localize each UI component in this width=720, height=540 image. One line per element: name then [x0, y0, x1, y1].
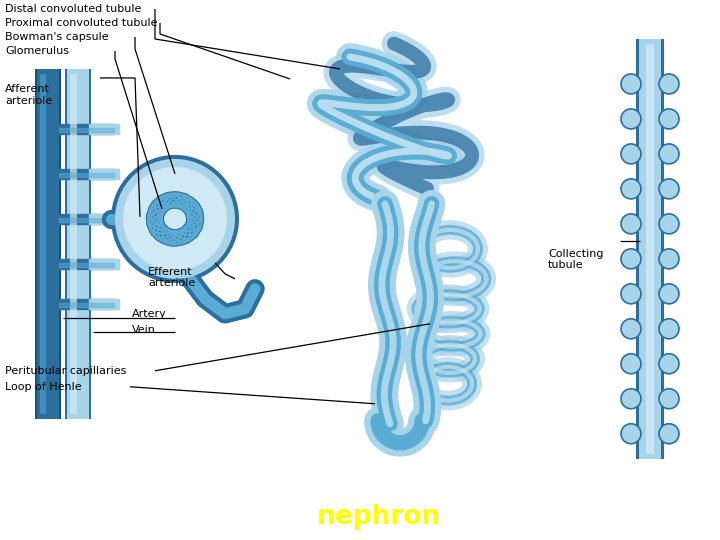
Text: Glomerulus: Glomerulus: [5, 46, 69, 56]
Circle shape: [659, 109, 679, 129]
Circle shape: [621, 74, 641, 94]
Bar: [59, 169, 114, 179]
Bar: [89, 299, 119, 309]
Text: Representation of a: Representation of a: [13, 504, 318, 530]
Bar: [639, 39, 661, 458]
Circle shape: [621, 109, 641, 129]
Circle shape: [621, 214, 641, 234]
Bar: [89, 259, 119, 269]
Bar: [70, 74, 77, 414]
Bar: [59, 124, 114, 134]
Bar: [37, 69, 59, 418]
Bar: [89, 169, 119, 179]
Circle shape: [621, 249, 641, 269]
Text: Distal convoluted tubule: Distal convoluted tubule: [5, 4, 141, 14]
Circle shape: [621, 389, 641, 409]
Text: Loop of Henle: Loop of Henle: [5, 382, 81, 392]
Text: Efferent
arteriole: Efferent arteriole: [148, 267, 195, 288]
Circle shape: [659, 179, 679, 199]
Text: Afferent
arteriole: Afferent arteriole: [5, 84, 53, 105]
Circle shape: [621, 284, 641, 304]
Circle shape: [659, 214, 679, 234]
Bar: [40, 74, 46, 414]
Text: Proximal convoluted tubule: Proximal convoluted tubule: [5, 18, 158, 28]
Bar: [59, 173, 114, 177]
Text: Collecting
tubule: Collecting tubule: [548, 249, 603, 271]
Text: Vein: Vein: [132, 325, 156, 335]
Circle shape: [659, 354, 679, 374]
Bar: [59, 259, 114, 269]
Text: Peritubular capillaries: Peritubular capillaries: [5, 366, 127, 376]
Bar: [636, 39, 664, 458]
Circle shape: [659, 74, 679, 94]
Circle shape: [659, 389, 679, 409]
Circle shape: [111, 155, 239, 283]
Bar: [59, 299, 114, 309]
Bar: [59, 263, 114, 267]
Bar: [59, 218, 114, 222]
Circle shape: [659, 284, 679, 304]
Text: nephron: nephron: [318, 504, 441, 530]
Circle shape: [621, 319, 641, 339]
Circle shape: [621, 424, 641, 444]
Bar: [65, 69, 91, 418]
Text: and its blood supply: and its blood supply: [441, 504, 720, 530]
Circle shape: [621, 179, 641, 199]
Bar: [35, 69, 61, 418]
Text: Bowman's capsule: Bowman's capsule: [5, 32, 109, 42]
Bar: [59, 128, 114, 132]
Circle shape: [659, 144, 679, 164]
Bar: [89, 124, 119, 134]
Bar: [67, 69, 89, 418]
Circle shape: [659, 249, 679, 269]
Text: Artery: Artery: [132, 309, 167, 319]
Bar: [59, 214, 114, 224]
Circle shape: [659, 424, 679, 444]
Circle shape: [115, 159, 235, 279]
Circle shape: [621, 354, 641, 374]
Bar: [646, 44, 654, 454]
Circle shape: [621, 144, 641, 164]
Circle shape: [123, 167, 227, 271]
Bar: [89, 214, 119, 224]
Bar: [59, 303, 114, 307]
Circle shape: [659, 319, 679, 339]
